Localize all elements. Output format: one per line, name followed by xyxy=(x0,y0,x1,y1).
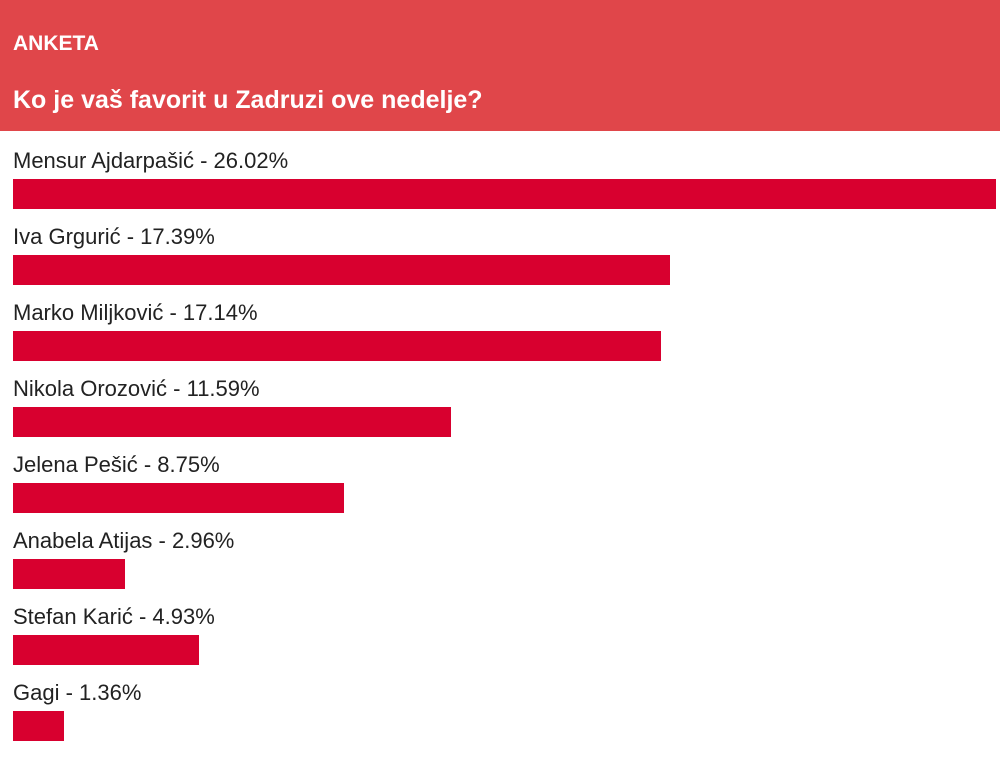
option-bar xyxy=(13,179,996,209)
option-label: Jelena Pešić - 8.75% xyxy=(13,452,220,477)
option-label: Iva Grgurić - 17.39% xyxy=(13,224,215,249)
option-label: Mensur Ajdarpašić - 26.02% xyxy=(13,148,289,173)
option-label: Gagi - 1.36% xyxy=(13,680,142,705)
option-bar xyxy=(13,711,65,741)
option-bar xyxy=(13,331,661,361)
option-label: Anabela Atijas - 2.96% xyxy=(13,528,235,553)
poll-question: Ko je vaš favorit u Zadruzi ove nedelje? xyxy=(13,86,483,114)
option-label: Nikola Orozović - 11.59% xyxy=(13,376,260,401)
poll-kicker: ANKETA xyxy=(13,32,99,55)
option-label: Marko Miljković - 17.14% xyxy=(13,300,258,325)
poll-header: ANKETA Ko je vaš favorit u Zadruzi ove n… xyxy=(0,0,1000,131)
option-bar xyxy=(13,635,200,665)
option-bar xyxy=(13,559,125,589)
option-bar xyxy=(13,255,670,285)
option-bar xyxy=(13,483,344,513)
option-bar xyxy=(13,407,451,437)
option-label: Stefan Karić - 4.93% xyxy=(13,604,215,629)
